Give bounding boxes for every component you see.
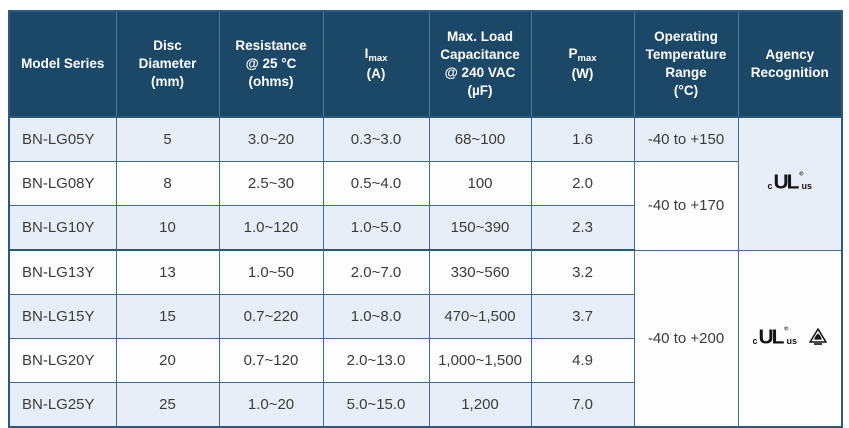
col-header-agency: Agency Recognition bbox=[738, 11, 842, 118]
cell-imax: 0.5~4.0 bbox=[322, 161, 430, 206]
col-header-model-series: Model Series bbox=[9, 11, 117, 118]
cell-model: BN-LG25Y bbox=[8, 382, 117, 428]
spec-table-container: Model Series Disc Diameter (mm) Resistan… bbox=[8, 10, 843, 428]
cell-imax: 1.0~8.0 bbox=[322, 294, 430, 339]
cell-operating-temp: -40 to +200 bbox=[633, 249, 739, 428]
header-row: Model Series Disc Diameter (mm) Resistan… bbox=[9, 11, 842, 118]
cell-disc-diameter: 20 bbox=[115, 338, 220, 383]
cell-resistance: 2.5~30 bbox=[218, 161, 324, 206]
table-row: BN-LG13Y 13 1.0~50 2.0~7.0 330~560 3.2 -… bbox=[8, 249, 843, 428]
cell-capacitance: 150~390 bbox=[428, 205, 532, 251]
col-header-disc-diameter: Disc Diameter (mm) bbox=[116, 11, 220, 118]
col-header-operating-temp: Operating Temperature Range (°C) bbox=[634, 11, 739, 118]
cell-agency-group1: cULus bbox=[737, 116, 843, 251]
cell-imax: 0.3~3.0 bbox=[322, 116, 430, 162]
cell-disc-diameter: 5 bbox=[115, 116, 220, 162]
cell-imax: 5.0~15.0 bbox=[322, 382, 430, 428]
cell-model: BN-LG20Y bbox=[8, 338, 117, 383]
table-row: BN-LG10Y 10 1.0~120 1.0~5.0 150~390 2.3 bbox=[8, 205, 842, 251]
cell-operating-temp: -40 to +150 bbox=[633, 116, 739, 162]
cell-disc-diameter: 13 bbox=[115, 249, 220, 295]
col-header-imax: Imax (A) bbox=[323, 11, 430, 118]
cell-operating-temp: -40 to +170 bbox=[633, 161, 739, 251]
cell-disc-diameter: 15 bbox=[115, 294, 220, 339]
cell-model: BN-LG13Y bbox=[8, 249, 117, 295]
table-row: BN-LG08Y 8 2.5~30 0.5~4.0 100 2.0 -40 to… bbox=[8, 161, 842, 251]
cell-capacitance: 1,000~1,500 bbox=[428, 338, 532, 383]
thermistor-spec-table: Model Series Disc Diameter (mm) Resistan… bbox=[8, 10, 843, 428]
cell-pmax: 3.2 bbox=[530, 249, 635, 295]
cell-pmax: 2.0 bbox=[530, 161, 635, 206]
col-header-resistance: Resistance @ 25 °C (ohms) bbox=[219, 11, 324, 118]
cell-imax: 2.0~13.0 bbox=[322, 338, 430, 383]
cell-capacitance: 1,200 bbox=[428, 382, 532, 428]
cell-capacitance: 100 bbox=[428, 161, 532, 206]
pmax-unit: (W) bbox=[571, 66, 594, 82]
cell-pmax: 7.0 bbox=[530, 382, 635, 428]
col-header-max-load-capacitance: Max. Load Capacitance @ 240 VAC (µF) bbox=[429, 11, 532, 118]
cell-pmax: 2.3 bbox=[530, 205, 635, 251]
table-row: BN-LG20Y 20 0.7~120 2.0~13.0 1,000~1,500… bbox=[8, 338, 842, 383]
cell-agency-group2: cULus bbox=[737, 249, 843, 428]
cell-pmax: 1.6 bbox=[530, 116, 635, 162]
cell-pmax: 4.9 bbox=[530, 338, 635, 383]
cell-resistance: 1.0~120 bbox=[218, 205, 324, 251]
cell-pmax: 3.7 bbox=[530, 294, 635, 339]
cell-model: BN-LG05Y bbox=[8, 116, 117, 162]
cell-imax: 1.0~5.0 bbox=[322, 205, 430, 251]
table-row: BN-LG15Y 15 0.7~220 1.0~8.0 470~1,500 3.… bbox=[8, 294, 842, 339]
cell-resistance: 1.0~20 bbox=[218, 382, 324, 428]
cell-resistance: 0.7~220 bbox=[218, 294, 324, 339]
cell-disc-diameter: 8 bbox=[115, 161, 220, 206]
cul-us-mark-icon: cULus bbox=[767, 172, 812, 192]
cell-disc-diameter: 10 bbox=[115, 205, 220, 251]
cul-us-mark-icon: cULus bbox=[752, 327, 797, 347]
cell-capacitance: 470~1,500 bbox=[428, 294, 532, 339]
cell-model: BN-LG15Y bbox=[8, 294, 117, 339]
table-row: BN-LG25Y 25 1.0~20 5.0~15.0 1,200 7.0 bbox=[8, 382, 842, 428]
cell-capacitance: 68~100 bbox=[428, 116, 532, 162]
cell-disc-diameter: 25 bbox=[115, 382, 220, 428]
cell-imax: 2.0~7.0 bbox=[322, 249, 430, 295]
imax-unit: (A) bbox=[366, 66, 386, 82]
cell-resistance: 1.0~50 bbox=[218, 249, 324, 295]
col-header-pmax: Pmax (W) bbox=[531, 11, 635, 118]
table-row: BN-LG05Y 5 3.0~20 0.3~3.0 68~100 1.6 -40… bbox=[8, 116, 843, 251]
cell-capacitance: 330~560 bbox=[428, 249, 532, 295]
triangle-cert-icon bbox=[808, 327, 828, 349]
cell-resistance: 3.0~20 bbox=[218, 116, 324, 162]
cell-resistance: 0.7~120 bbox=[218, 338, 324, 383]
cell-model: BN-LG10Y bbox=[8, 205, 117, 251]
cell-model: BN-LG08Y bbox=[8, 161, 117, 206]
